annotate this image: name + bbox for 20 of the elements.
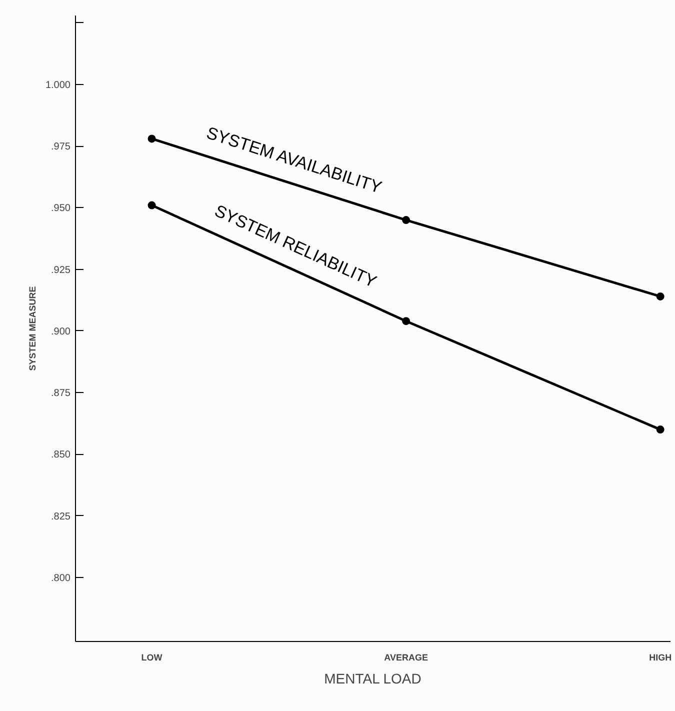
point (148, 201, 156, 210)
y-axis-title: SYSTEM MEASURE (27, 286, 38, 371)
y-tick-label: .975 (51, 142, 71, 153)
point (402, 216, 410, 224)
point (656, 426, 664, 434)
x-tick-label: AVERAGE (384, 652, 428, 662)
y-tick-label: .800 (51, 572, 71, 584)
point (656, 292, 664, 300)
point (402, 317, 410, 326)
y-tick-label: .825 (51, 511, 71, 522)
y-tick-label: .925 (51, 264, 71, 276)
y-tick-label: .950 (51, 203, 71, 214)
point (148, 134, 156, 143)
y-tick-label: .900 (51, 326, 71, 338)
x-tick-label: LOW (141, 652, 163, 662)
x-axis-title: MENTAL LOAD (324, 670, 422, 686)
y-tick-label: .875 (51, 388, 71, 400)
y-tick-label: 1.000 (45, 80, 71, 92)
x-tick-label: HIGH (649, 652, 672, 662)
y-tick-label: .850 (51, 450, 71, 461)
